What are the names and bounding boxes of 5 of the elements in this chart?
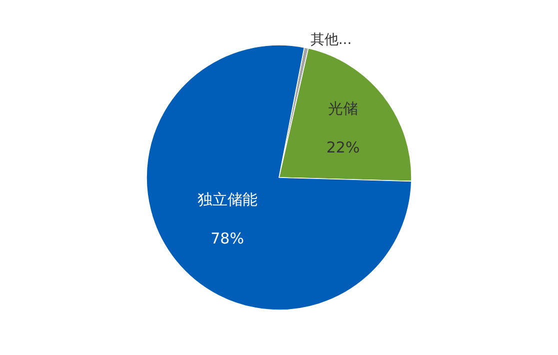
slice-label: 光储 xyxy=(328,99,358,118)
slice-label: 独立储能 xyxy=(197,190,258,208)
data-label: 22% xyxy=(326,138,360,156)
slice-label: 其他... xyxy=(310,32,352,48)
data-label: 78% xyxy=(210,229,244,248)
